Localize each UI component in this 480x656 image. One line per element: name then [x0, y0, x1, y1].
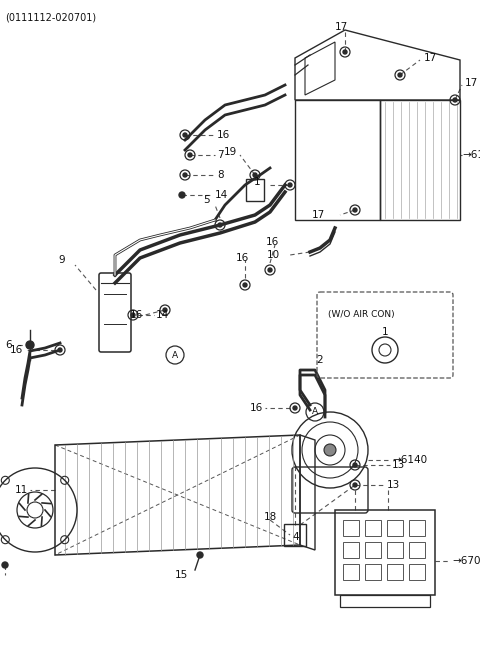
- Circle shape: [288, 183, 292, 187]
- Text: 13: 13: [392, 460, 405, 470]
- Circle shape: [26, 341, 34, 349]
- Circle shape: [163, 308, 167, 312]
- Circle shape: [398, 73, 402, 77]
- Text: 16: 16: [10, 345, 23, 355]
- Text: 1: 1: [382, 327, 388, 337]
- Text: 14: 14: [156, 310, 169, 320]
- Circle shape: [179, 192, 185, 198]
- Text: 19: 19: [224, 147, 237, 157]
- Text: 16: 16: [265, 237, 278, 247]
- Circle shape: [353, 208, 357, 212]
- Text: A: A: [312, 407, 318, 417]
- Circle shape: [253, 173, 257, 177]
- Circle shape: [324, 444, 336, 456]
- Text: 16: 16: [250, 403, 263, 413]
- Text: A: A: [172, 350, 178, 359]
- Text: 17: 17: [424, 53, 437, 63]
- Text: 17: 17: [465, 78, 478, 88]
- Text: 16: 16: [217, 130, 230, 140]
- Circle shape: [268, 268, 272, 272]
- Text: 10: 10: [267, 250, 280, 260]
- Circle shape: [58, 348, 62, 352]
- Text: 16: 16: [235, 253, 249, 263]
- Text: 9: 9: [59, 255, 65, 265]
- Circle shape: [2, 562, 8, 568]
- Circle shape: [197, 552, 203, 558]
- Text: 14: 14: [215, 190, 228, 200]
- Circle shape: [353, 483, 357, 487]
- Circle shape: [453, 98, 457, 102]
- Text: 18: 18: [264, 512, 277, 522]
- Text: 6: 6: [5, 340, 12, 350]
- Circle shape: [343, 50, 347, 54]
- Text: 1: 1: [253, 177, 260, 187]
- Circle shape: [131, 313, 135, 317]
- Circle shape: [183, 133, 187, 137]
- Circle shape: [293, 406, 297, 410]
- Circle shape: [188, 153, 192, 157]
- Text: 11: 11: [15, 485, 28, 495]
- Text: 8: 8: [217, 170, 224, 180]
- Text: (W/O AIR CON): (W/O AIR CON): [328, 310, 395, 319]
- Text: →6150: →6150: [462, 150, 480, 160]
- Text: →6140: →6140: [392, 455, 427, 465]
- Text: (0111112-020701): (0111112-020701): [5, 12, 96, 22]
- Text: 17: 17: [312, 210, 325, 220]
- Circle shape: [218, 223, 222, 227]
- Text: →6700: →6700: [452, 556, 480, 566]
- Text: 16: 16: [130, 310, 143, 320]
- Text: 4: 4: [292, 532, 299, 542]
- Circle shape: [353, 463, 357, 467]
- Circle shape: [183, 173, 187, 177]
- Text: 17: 17: [335, 22, 348, 32]
- Text: 13: 13: [387, 480, 400, 490]
- Text: 2: 2: [317, 355, 324, 365]
- Text: 7: 7: [217, 150, 224, 160]
- Circle shape: [243, 283, 247, 287]
- Text: 15: 15: [175, 570, 188, 580]
- Text: 5: 5: [204, 195, 210, 205]
